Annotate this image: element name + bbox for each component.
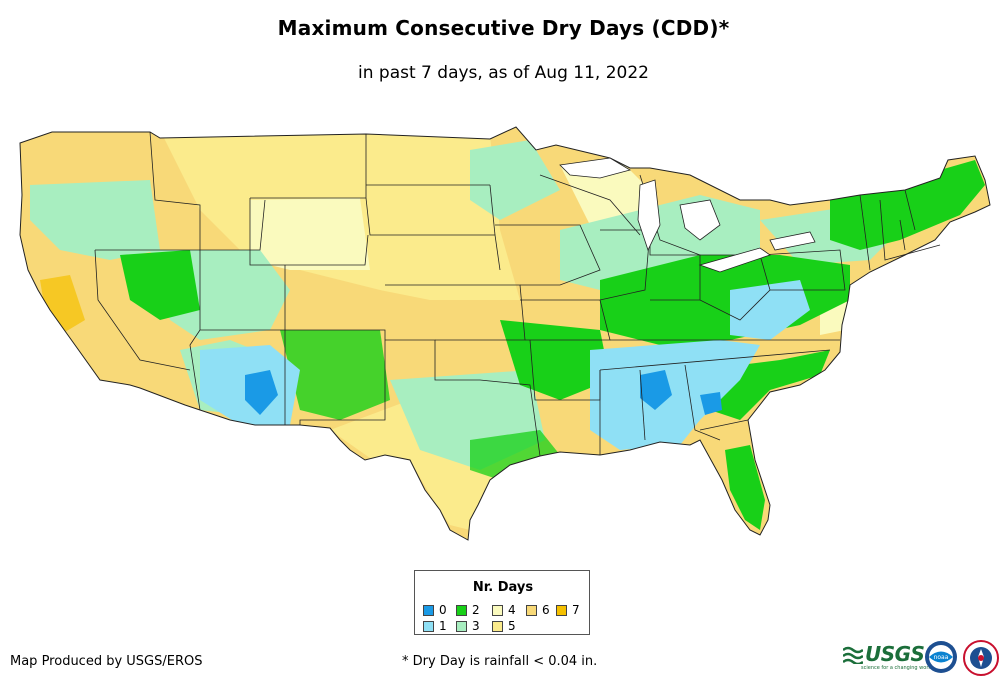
usgs-tagline: science for a changing world [861,665,933,671]
zone-2-nmexico [280,330,390,420]
map-subtitle: in past 7 days, as of Aug 11, 2022 [358,63,649,83]
legend-swatch [556,604,567,616]
legend-swatch [492,604,503,616]
legend-item-0: 0 [423,603,447,617]
legend-item-1: 1 [423,619,447,633]
legend-swatch [456,604,467,616]
legend-swatch [456,620,467,632]
zone-2-utah [120,250,200,320]
zone-4-montana [250,198,370,270]
zone-1-carolinas [730,280,810,340]
legend-item-7: 7 [556,603,580,617]
map-title: Maximum Consecutive Dry Days (CDD)* [277,16,730,40]
usgs-waves-icon [843,646,863,664]
usgs-logo-text: USGS [865,642,925,666]
legend-label: 3 [472,619,480,633]
zone-2-florida [725,445,765,530]
noaa-logo-text: noaa [934,654,949,661]
legend-label: 5 [508,619,516,633]
usgs-logo: USGS science for a changing world [843,642,933,672]
legend-item-4: 4 [492,603,516,617]
zone-0-al [640,370,672,410]
legend-title: Nr. Days [472,580,534,595]
noaa-logo-icon: noaa [925,641,957,673]
legend-item-5: 5 [492,619,516,633]
legend-label: 7 [572,603,580,617]
nws-logo-icon [963,640,999,676]
legend-label: 0 [439,603,447,617]
great-lakes [559,157,816,273]
legend-item-2: 2 [456,603,480,617]
legend-label: 2 [472,603,480,617]
legend: Nr. Days 0 1 2 3 4 5 6 7 [414,570,590,635]
zone-3-dakota [470,140,560,220]
legend-item-6: 6 [526,603,550,617]
zone-4-lakes [560,160,650,230]
zone-0-ga [700,392,722,415]
legend-swatch [526,604,537,616]
zone-2-gulfcoast [470,430,560,480]
zone-2-northeast [830,160,985,250]
legend-label: 1 [439,619,447,633]
dry-day-footnote: * Dry Day is rainfall < 0.04 in. [402,654,598,669]
legend-swatch [492,620,503,632]
legend-swatch [423,620,434,632]
zone-3-pnw [30,180,160,260]
us-cdd-map [19,126,991,541]
legend-label: 6 [542,603,550,617]
legend-item-3: 3 [456,619,480,633]
legend-swatch [423,604,434,616]
legend-label: 4 [508,603,516,617]
zone-0-az [245,370,278,415]
producer-credit: Map Produced by USGS/EROS [10,654,203,669]
